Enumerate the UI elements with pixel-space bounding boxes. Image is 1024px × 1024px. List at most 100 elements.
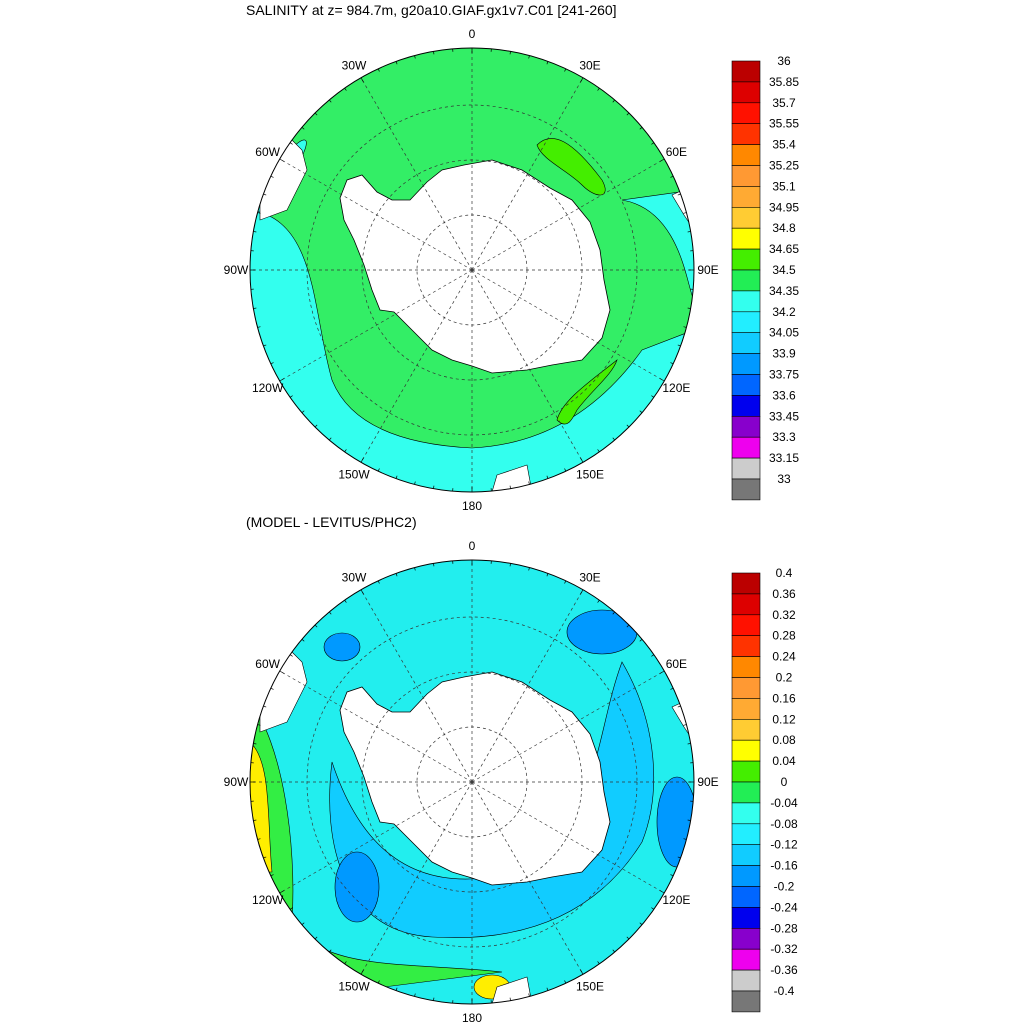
bottom-border-tick <box>670 874 674 877</box>
top-border-tick <box>639 410 643 413</box>
top-border-tick <box>546 61 549 65</box>
top-colorbar-swatch <box>731 436 761 459</box>
top-border-tick <box>301 410 305 413</box>
top-colorbar-swatch <box>731 60 761 83</box>
bottom-border-tick <box>659 890 665 894</box>
bottom-colorbar-swatch <box>731 802 761 825</box>
top-lon-label: 120W <box>252 381 284 395</box>
bottom-border-tick <box>651 907 655 910</box>
bottom-border-tick <box>414 993 416 997</box>
bottom-colorbar-label: -0.04 <box>770 796 798 810</box>
top-border-tick <box>509 51 511 55</box>
bottom-border-tick <box>263 705 267 708</box>
top-high-tongue-pacific <box>556 359 618 425</box>
bottom-border-tick <box>279 890 285 894</box>
top-colorbar-label: 34.05 <box>769 326 799 340</box>
bottom-border-tick <box>433 997 435 1001</box>
top-colorbar-label: 36 <box>777 54 791 68</box>
top-colorbar-label: 35.7 <box>772 96 796 110</box>
top-meridian-5 <box>471 269 584 463</box>
top-border-tick <box>528 481 530 485</box>
bottom-colorbar-swatch <box>731 781 761 804</box>
top-field <box>250 48 694 492</box>
top-border-tick <box>659 378 665 382</box>
top-meridian-1 <box>471 77 584 271</box>
top-lon-label: 150E <box>576 467 604 481</box>
top-colorbar-swatch <box>731 81 761 104</box>
top-border-tick <box>564 468 567 472</box>
bottom-border-tick <box>546 573 549 577</box>
top-border-tick <box>659 158 665 162</box>
top-lon-label: 0 <box>469 27 476 41</box>
bottom-border-tick <box>626 936 630 940</box>
bottom-nz-edge <box>491 976 533 1004</box>
bottom-colorbar-label: -0.08 <box>770 817 798 831</box>
bottom-border-tick <box>677 705 681 708</box>
bottom-border-tick <box>301 639 305 642</box>
top-border-tick <box>263 344 267 347</box>
bottom-border-tick <box>580 969 584 975</box>
bottom-border-tick <box>329 949 332 953</box>
bottom-border-tick <box>651 654 655 657</box>
bottom-border-tick <box>597 599 600 603</box>
top-colorbar-swatch <box>731 248 761 271</box>
top-meridian-2 <box>471 158 665 271</box>
top-colorbar: 36 35.85 35.7 35.55 35.4 35.25 35.1 34.95 34.8 34… <box>731 54 799 501</box>
top-border-tick <box>612 437 615 441</box>
bottom-colorbar-label: -0.4 <box>774 984 795 998</box>
bottom-colorbar-label: -0.2 <box>774 880 795 894</box>
bottom-colorbar-label: 0 <box>781 775 788 789</box>
bottom-border-tick <box>314 936 318 940</box>
bottom-meridian-7 <box>360 781 473 975</box>
top-colorbar-label: 33.9 <box>772 347 796 361</box>
top-lon-label: 90E <box>697 263 718 277</box>
bottom-lon-label: 60W <box>255 657 280 671</box>
bottom-border-tick <box>377 980 380 984</box>
top-title: SALINITY at z= 984.7m, g20a10.GIAF.gx1v7… <box>246 2 617 18</box>
top-border-tick <box>580 457 584 463</box>
bottom-border-tick <box>257 838 261 840</box>
top-colorbar-swatch <box>731 457 761 480</box>
bottom-meridian-5 <box>471 781 584 975</box>
top-border-tick <box>414 481 416 485</box>
top-border-tick <box>279 378 285 382</box>
top-border-tick <box>597 449 600 453</box>
bottom-colorbar-swatch <box>731 948 761 971</box>
bottom-colorbar: 0.4 0.36 0.32 0.28 0.24 0.2 0.16 0.12 0.08 0.04 0 -… <box>731 566 798 1013</box>
top-border-tick <box>344 87 347 91</box>
top-colorbar-swatch <box>731 332 761 354</box>
bottom-map-group: 0 30E 60E 90E 120E 150E 180 150W 120W 90W 60W 30W <box>224 539 719 1024</box>
top-colorbar-label: 34.8 <box>772 221 796 235</box>
bottom-colorbar-swatch <box>731 823 761 845</box>
bottom-border-tick <box>683 838 687 840</box>
bottom-border-tick <box>289 907 293 910</box>
bottom-colorbar-swatch <box>731 739 761 762</box>
bottom-border-tick <box>509 563 511 567</box>
top-colorbar-swatch <box>731 144 761 166</box>
top-meridian-4 <box>471 269 665 382</box>
top-colorbar-label: 33 <box>777 472 791 486</box>
top-meridian-10 <box>279 158 473 271</box>
top-colorbar-swatch <box>731 269 761 292</box>
top-border-tick <box>651 395 655 398</box>
top-border-tick <box>314 424 318 428</box>
bottom-border-tick <box>528 993 530 997</box>
bottom-colorbar-label: -0.16 <box>770 859 798 873</box>
top-border-tick <box>509 485 511 489</box>
top-border-tick <box>677 344 681 347</box>
top-colorbar-label: 33.45 <box>769 409 799 423</box>
top-lon-label: 30W <box>342 59 367 73</box>
bottom-colorbar-label: -0.12 <box>770 838 798 852</box>
bottom-colorbar-swatch <box>731 927 761 950</box>
top-lon-label: 60W <box>255 145 280 159</box>
bottom-colorbar-label: 0.12 <box>772 712 796 726</box>
bottom-border-tick <box>279 670 285 674</box>
bottom-border-tick <box>414 567 416 571</box>
bottom-border-tick <box>289 654 293 657</box>
bottom-meridian-8 <box>279 781 473 894</box>
bottom-border-tick <box>597 961 600 965</box>
top-border-tick <box>289 395 293 398</box>
bottom-border-tick <box>639 639 643 642</box>
top-border-tick <box>257 212 261 214</box>
